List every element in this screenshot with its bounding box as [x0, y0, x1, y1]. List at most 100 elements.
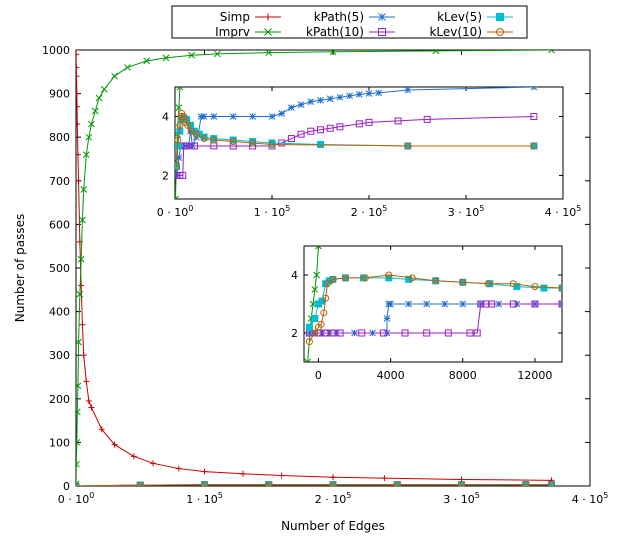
data-point-klev-10 [175, 136, 182, 144]
data-point-kpath-10 [322, 329, 330, 337]
x-tick-label: 1 · 105 [254, 204, 291, 219]
series-layer [76, 50, 555, 486]
data-point-klev-10 [547, 481, 555, 486]
data-point-simp [79, 321, 86, 328]
y-tick-label: 2 [291, 327, 298, 340]
data-point-kpath-10 [183, 142, 191, 150]
legend-entry-klev-10: kLev(10) [429, 25, 513, 39]
data-point-klev-10 [393, 481, 401, 486]
x-tick-label-exponent: 0 [89, 491, 94, 500]
data-point-kpath-10 [336, 329, 344, 337]
data-point-klev-10 [317, 320, 325, 328]
plot-frame [174, 86, 564, 200]
data-point-klev-10 [177, 112, 185, 120]
data-point-kpath-5 [200, 113, 208, 120]
legend-entry-kpath-5: kPath(5) [314, 10, 395, 24]
data-point-kpath-5 [387, 300, 394, 308]
data-point-imprv [76, 439, 81, 446]
data-point-klev-10 [210, 136, 218, 144]
data-point-klev-10 [323, 280, 331, 288]
data-point-klev-5 [305, 323, 313, 331]
data-point-klev-10 [484, 280, 492, 288]
legend-swatch-marker [378, 13, 386, 21]
x-tick-label-base: 4 · 10 [545, 206, 577, 219]
data-point-klev-10 [459, 278, 467, 286]
data-point-klev-10 [201, 481, 208, 486]
data-point-kpath-5 [317, 96, 324, 104]
data-point-imprv [213, 50, 221, 58]
data-point-simp [88, 404, 95, 411]
data-point-klev-10 [558, 284, 562, 292]
legend-label: kLev(10) [429, 25, 482, 39]
data-point-imprv [304, 358, 311, 362]
x-tick-label-exponent: 0 [188, 204, 193, 213]
data-point-simp [240, 470, 247, 477]
y-tick-label: 100 [49, 436, 70, 449]
data-point-simp [76, 121, 81, 128]
data-point-kpath-5 [307, 98, 315, 106]
data-point-klev-10 [408, 274, 416, 282]
data-point-klev-5 [405, 275, 413, 283]
data-point-imprv [176, 87, 184, 91]
legend-swatch-marker [496, 28, 504, 36]
x-tick-label-exponent: 5 [218, 491, 223, 500]
x-tick-label-base: 1 · 10 [186, 493, 218, 506]
data-point-klev-10 [268, 140, 276, 148]
x-tick-label-exponent: 5 [346, 491, 351, 500]
legend-label: Simp [220, 10, 250, 24]
data-point-klev-10 [192, 130, 200, 138]
data-point-klev-10 [530, 142, 538, 150]
data-point-imprv [143, 57, 151, 65]
data-point-simp [85, 397, 92, 404]
data-point-kpath-10 [394, 117, 402, 125]
data-point-imprv [313, 271, 320, 279]
series-line-kpath-10 [176, 115, 534, 176]
legend-swatch-marker [496, 13, 504, 21]
data-point-imprv [77, 255, 85, 263]
x-tick-label-exponent: 5 [382, 204, 387, 213]
data-point-kpath-5 [268, 113, 276, 120]
data-point-kpath-10 [307, 127, 315, 135]
legend-swatch-marker [378, 28, 386, 36]
data-point-imprv [79, 216, 86, 224]
x-tick-label-base: 2 · 10 [351, 206, 383, 219]
legend-box [171, 5, 528, 39]
data-point-kpath-5 [423, 300, 431, 308]
data-point-simp [76, 151, 81, 158]
series-line-simp [76, 50, 552, 481]
data-point-kpath-5 [355, 91, 363, 98]
data-point-kpath-10 [444, 329, 452, 337]
data-point-imprv [80, 186, 88, 193]
data-point-kpath-5 [297, 101, 305, 109]
y-tick-label: 800 [49, 131, 70, 144]
data-point-kpath-10 [401, 329, 409, 337]
y-tick-label: 2 [162, 169, 169, 182]
y-tick-label: 300 [49, 349, 70, 362]
x-tick-label-exponent: 5 [479, 204, 484, 213]
x-tick-label-exponent: 5 [285, 204, 290, 213]
data-point-imprv [76, 290, 84, 298]
y-tick-label: 500 [49, 262, 70, 275]
legend-entry-kpath-10: kPath(10) [306, 25, 395, 39]
data-point-kpath-5 [278, 110, 286, 117]
data-point-kpath-10 [509, 300, 517, 308]
data-point-kpath-5 [459, 300, 467, 308]
data-point-kpath-10 [358, 329, 366, 337]
x-tick-label-base: 4 · 10 [572, 493, 604, 506]
data-point-simp [76, 51, 80, 58]
legend-label: kPath(5) [314, 10, 364, 24]
data-point-kpath-5 [249, 113, 256, 120]
x-tick-label-base: 1 · 10 [254, 206, 286, 219]
legend-swatch-marker [264, 13, 272, 21]
data-point-kpath-5 [210, 113, 218, 120]
data-point-kpath-5 [288, 104, 295, 111]
x-tick-label: 8000 [449, 369, 477, 382]
x-tick-label: 0 · 100 [157, 204, 194, 219]
data-point-kpath-10 [317, 126, 324, 134]
series-line-imprv [76, 50, 552, 484]
data-point-imprv [432, 50, 440, 55]
legend-swatch-marker [264, 28, 272, 36]
data-point-simp [76, 90, 80, 97]
data-point-kpath-10 [355, 120, 363, 128]
